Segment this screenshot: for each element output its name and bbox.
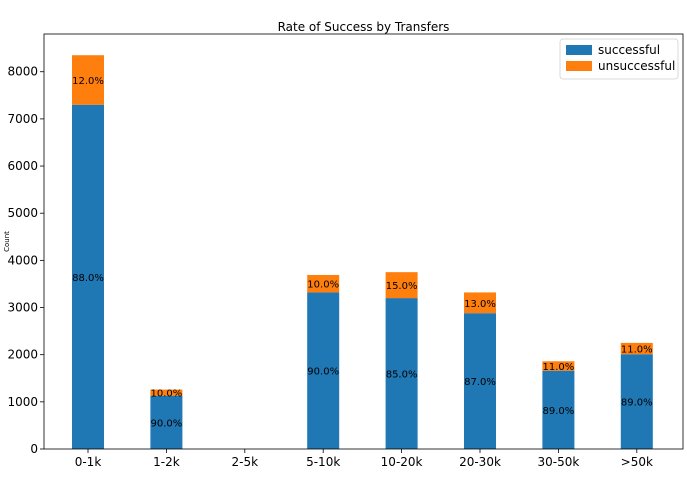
bar-label-unsuccessful-30-50k: 11.0% — [543, 362, 575, 373]
x-tick-label: 30-50k — [537, 455, 579, 469]
bar-successful-10-20k — [385, 298, 418, 449]
legend: successful unsuccessful — [559, 38, 679, 80]
bar-label-successful-5-10k: 90.0% — [307, 367, 339, 378]
bar-successful-5-10k — [307, 292, 340, 449]
x-tick-label: 0-1k — [75, 455, 102, 469]
bar-label-successful-1-2k: 90.0% — [151, 418, 183, 429]
bar-successful-20-30k — [464, 313, 496, 449]
bar-unsuccessful-5-10k — [307, 274, 340, 293]
chart-title: Rate of Success by Transfers — [278, 20, 450, 34]
y-tick-label: 6000 — [7, 159, 38, 173]
bar-unsuccessful-20-30k — [464, 292, 496, 314]
x-tick-label: 10-20k — [381, 455, 423, 469]
plot-area: 88.0% 12.0% 90.0% 10.0% 90.0% 10.0% 85.0% 15.0%… — [7, 33, 684, 469]
bar-label-unsuccessful-0-1k: 12.0% — [72, 76, 104, 87]
bar-successful-1-2k — [150, 395, 183, 449]
bar-label-successful-0-1k: 88.0% — [72, 273, 104, 284]
bar-label-unsuccessful-1-2k: 10.0% — [151, 389, 183, 400]
bar-unsuccessful-1-2k — [150, 389, 183, 396]
y-tick-label: 3000 — [7, 301, 38, 315]
y-tick-label: 4000 — [7, 253, 38, 267]
x-tick-label: 1-2k — [153, 455, 180, 469]
bar-label-unsuccessful-5-10k: 10.0% — [307, 280, 339, 291]
bar-label-successful-20-30k: 87.0% — [464, 377, 496, 388]
bar-label-successful->50k: 89.0% — [621, 398, 653, 409]
bar-label-successful-30-50k: 89.0% — [543, 406, 575, 417]
bar-successful->50k — [620, 354, 653, 449]
bar-label-successful-10-20k: 85.0% — [386, 370, 418, 381]
legend-swatch-successful — [566, 45, 592, 55]
x-tick-label: 20-30k — [459, 455, 501, 469]
axes-frame — [43, 33, 684, 450]
bar-successful-0-1k — [72, 104, 104, 449]
bar-unsuccessful-10-20k — [385, 272, 418, 299]
y-tick-label: 1000 — [7, 395, 38, 409]
bar-unsuccessful->50k — [620, 342, 653, 355]
bar-label-unsuccessful->50k: 11.0% — [621, 345, 653, 356]
bar-label-unsuccessful-20-30k: 13.0% — [464, 299, 496, 310]
y-axis-label: Count — [3, 231, 11, 252]
bar-successful-30-50k — [542, 370, 575, 449]
y-tick-label: 0 — [30, 442, 38, 456]
y-tick-label: 8000 — [7, 65, 38, 79]
x-tick-label: 2-5k — [232, 455, 259, 469]
bar-label-unsuccessful-10-20k: 15.0% — [386, 281, 418, 292]
legend-label-successful: successful — [598, 43, 660, 57]
bar-unsuccessful-30-50k — [542, 361, 575, 371]
y-tick-label: 5000 — [7, 206, 38, 220]
legend-swatch-unsuccessful — [566, 61, 592, 71]
x-tick-label: 5-10k — [306, 455, 340, 469]
y-tick-label: 7000 — [7, 112, 38, 126]
bar-unsuccessful-0-1k — [72, 55, 104, 105]
y-tick-label: 2000 — [7, 348, 38, 362]
x-tick-label: >50k — [621, 455, 653, 469]
legend-label-unsuccessful: unsuccessful — [598, 59, 675, 73]
